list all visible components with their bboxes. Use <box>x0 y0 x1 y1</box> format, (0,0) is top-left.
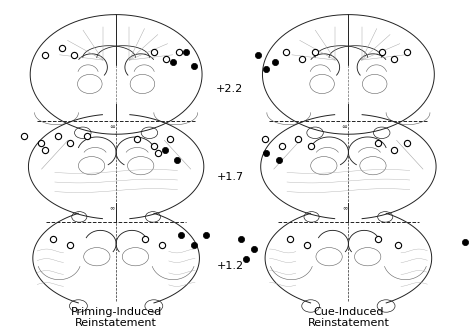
Text: $\infty$: $\infty$ <box>109 124 116 130</box>
Text: $\infty$: $\infty$ <box>341 124 348 130</box>
Text: Priming-Induced
Reinstatement: Priming-Induced Reinstatement <box>71 307 162 328</box>
Text: +1.2: +1.2 <box>216 261 244 271</box>
Text: +1.7: +1.7 <box>216 172 244 182</box>
Text: $\infty$: $\infty$ <box>342 206 348 212</box>
Text: $\infty$: $\infty$ <box>109 206 116 212</box>
Text: +2.2: +2.2 <box>216 84 244 94</box>
Text: Cue-Induced
Reinstatement: Cue-Induced Reinstatement <box>308 307 389 328</box>
